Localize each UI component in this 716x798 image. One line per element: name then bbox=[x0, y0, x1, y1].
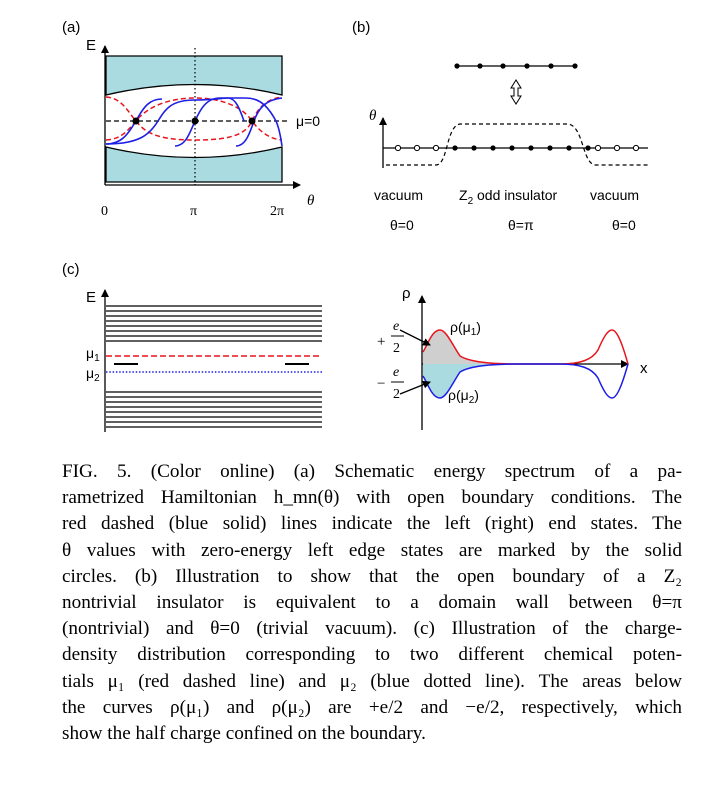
plus-frac-num: e bbox=[393, 319, 399, 334]
caption-line: circles. (b) Illustration to show that t… bbox=[62, 565, 682, 587]
zero-energy-point bbox=[248, 117, 256, 125]
theta-right-value: θ=0 bbox=[612, 217, 636, 233]
caption-line: show the half charge confined on the bou… bbox=[62, 723, 426, 745]
plus-arrow bbox=[399, 329, 431, 346]
caption-line: the curves ρ(μ₁) and ρ(μ₂) are +e/2 and … bbox=[62, 696, 682, 718]
x-axis-label: x bbox=[640, 360, 648, 377]
zero-energy-point bbox=[132, 117, 140, 125]
figure-caption: FIG. 5. (Color online) (a) Schematic ene… bbox=[62, 459, 682, 747]
mu2-label: μ2 bbox=[86, 365, 100, 384]
region-right-label: vacuum bbox=[590, 187, 639, 203]
theta-left-value: θ=0 bbox=[390, 217, 414, 233]
panel-c-e-label: E bbox=[86, 289, 96, 306]
tick-2pi: 2π bbox=[270, 204, 284, 219]
region-mid-label: Z2 odd insulator bbox=[459, 187, 558, 207]
plus-sign: + bbox=[377, 334, 385, 350]
minus-arrow bbox=[399, 380, 431, 395]
upper-band bbox=[105, 55, 283, 96]
caption-line: tials μ₁ (red dashed line) and μ₂ (blue … bbox=[62, 670, 682, 692]
panel-b: (b) θ vacuum Z2 odd insulator va bbox=[352, 19, 648, 233]
minus-frac-den: 2 bbox=[393, 387, 400, 402]
red-end-state-2 bbox=[105, 97, 283, 141]
equivalence-arrow-icon bbox=[510, 79, 522, 105]
rho-axis-label: ρ bbox=[402, 285, 411, 302]
mu1-label: μ1 bbox=[86, 345, 100, 364]
panel-a: (a) E θ μ=0 0 π 2π bbox=[62, 19, 320, 219]
panel-a-label: (a) bbox=[62, 19, 80, 36]
rho2-area bbox=[423, 364, 500, 398]
lower-levels bbox=[106, 391, 322, 428]
panel-b-label: (b) bbox=[352, 19, 370, 36]
panel-a-e-label: E bbox=[86, 37, 96, 54]
theta-mid-value: θ=π bbox=[508, 217, 534, 233]
caption-line: θ values with zero-energy left edge stat… bbox=[62, 539, 682, 561]
rho1-area bbox=[423, 330, 500, 364]
figure: (a) E θ μ=0 0 π 2π (b) bbox=[62, 19, 648, 432]
caption-line: nontrivial insulator is equivalent to a … bbox=[62, 592, 682, 614]
rho2-label: ρ(μ2) bbox=[448, 387, 479, 406]
upper-levels bbox=[106, 305, 322, 342]
tick-0: 0 bbox=[101, 204, 108, 219]
panel-a-theta-label: θ bbox=[307, 193, 315, 209]
caption-line: FIG. 5. (Color online) (a) Schematic ene… bbox=[62, 461, 682, 482]
tick-pi: π bbox=[190, 204, 197, 219]
panel-c-label: (c) bbox=[62, 261, 80, 278]
caption-line: density distribution corresponding to tw… bbox=[62, 644, 682, 666]
rho1-label: ρ(μ1) bbox=[450, 319, 481, 338]
plus-frac-den: 2 bbox=[393, 341, 400, 356]
mu-zero-label: μ=0 bbox=[296, 113, 320, 129]
zero-energy-point bbox=[191, 117, 199, 125]
panel-c-density: ρ x + e 2 − e 2 ρ(μ1) ρ(μ2) bbox=[377, 285, 648, 430]
lower-band bbox=[105, 146, 283, 183]
theta-profile bbox=[386, 123, 648, 166]
panel-b-theta-label: θ bbox=[369, 108, 377, 124]
region-left-label: vacuum bbox=[374, 187, 423, 203]
panel-c-levels: (c) E μ1 μ2 bbox=[62, 261, 322, 432]
caption-line: (nontrivial) and θ=0 (trivial vacuum). (… bbox=[62, 618, 682, 640]
blue-end-state-1 bbox=[105, 97, 245, 145]
blue-end-state-3 bbox=[174, 97, 283, 147]
caption-line: red dashed (blue solid) lines indicate t… bbox=[62, 513, 682, 535]
caption-line: rametrized Hamiltonian h_mn(θ) with open… bbox=[62, 487, 682, 509]
minus-sign: − bbox=[377, 376, 385, 392]
minus-frac-num: e bbox=[393, 365, 399, 380]
rho2-curve bbox=[422, 363, 629, 399]
